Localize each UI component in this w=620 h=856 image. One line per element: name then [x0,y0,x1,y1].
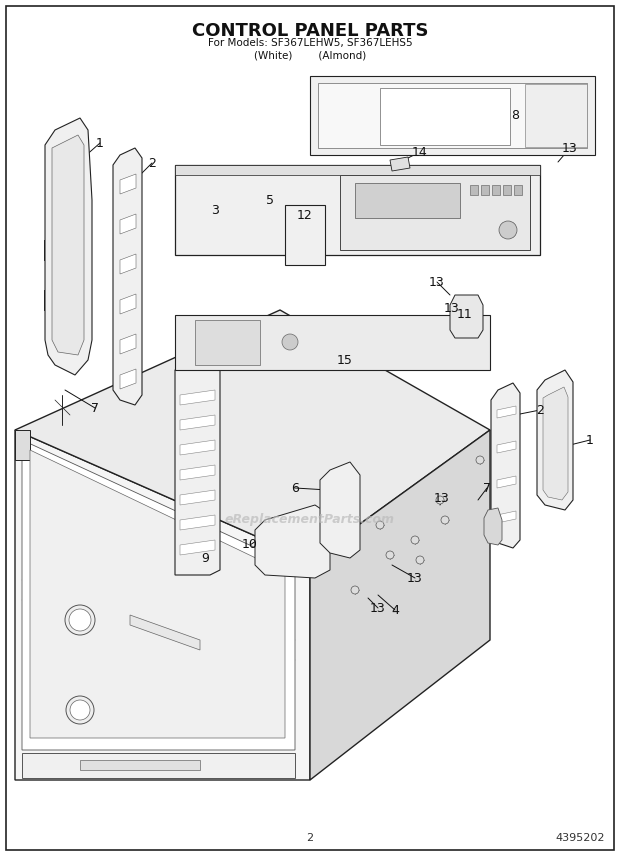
Text: 6: 6 [291,482,299,495]
Polygon shape [120,294,136,314]
Ellipse shape [476,456,484,464]
Polygon shape [45,118,92,375]
Text: 2: 2 [148,157,156,169]
Polygon shape [340,175,530,250]
Polygon shape [22,753,295,778]
Polygon shape [180,540,215,555]
Text: 13: 13 [444,301,460,314]
Text: 4: 4 [391,603,399,616]
Text: 13: 13 [434,491,450,504]
Text: 11: 11 [457,308,473,322]
Polygon shape [514,185,522,195]
Polygon shape [503,185,511,195]
Polygon shape [120,214,136,234]
Polygon shape [484,508,502,545]
Polygon shape [30,450,285,738]
Polygon shape [180,515,215,530]
Polygon shape [543,387,568,500]
Polygon shape [481,185,489,195]
Polygon shape [380,88,510,145]
Polygon shape [492,185,500,195]
Text: 14: 14 [412,146,428,158]
Text: 13: 13 [562,141,578,154]
Polygon shape [180,390,215,405]
Text: 10: 10 [242,538,258,551]
Polygon shape [525,84,587,147]
Polygon shape [537,370,573,510]
Polygon shape [175,315,490,370]
Polygon shape [130,615,200,650]
Polygon shape [497,406,516,418]
Ellipse shape [441,516,449,524]
Text: 2: 2 [306,833,314,843]
Polygon shape [15,310,490,560]
Polygon shape [497,476,516,488]
Polygon shape [310,76,595,155]
Polygon shape [355,183,460,218]
Polygon shape [318,83,587,148]
Polygon shape [180,415,215,430]
Text: 7: 7 [91,401,99,414]
Polygon shape [15,430,310,780]
Ellipse shape [411,536,419,544]
Text: 3: 3 [211,204,219,217]
Polygon shape [15,430,30,460]
Polygon shape [80,760,200,770]
Ellipse shape [70,700,90,720]
Text: 8: 8 [511,109,519,122]
Text: 4395202: 4395202 [556,833,604,843]
Polygon shape [175,352,220,575]
Polygon shape [180,465,215,480]
Text: 12: 12 [297,209,313,222]
Polygon shape [52,135,84,355]
Text: 5: 5 [266,193,274,206]
Polygon shape [175,165,540,175]
Text: (White)        (Almond): (White) (Almond) [254,50,366,60]
Ellipse shape [386,551,394,559]
Polygon shape [120,254,136,274]
Polygon shape [491,383,520,548]
Ellipse shape [436,496,444,504]
Text: For Models: SF367LEHW5, SF367LEHS5: For Models: SF367LEHW5, SF367LEHS5 [208,38,412,48]
Polygon shape [120,174,136,194]
Polygon shape [180,490,215,505]
Ellipse shape [376,521,384,529]
Polygon shape [497,511,516,523]
Ellipse shape [416,556,424,564]
Text: 7: 7 [483,482,491,495]
Polygon shape [120,334,136,354]
Polygon shape [175,165,540,255]
Polygon shape [180,440,215,455]
Polygon shape [120,369,136,389]
Ellipse shape [65,605,95,635]
Text: 13: 13 [429,276,445,288]
Polygon shape [320,462,360,558]
Polygon shape [310,430,490,780]
Ellipse shape [69,609,91,631]
Polygon shape [255,505,330,578]
Polygon shape [113,148,142,405]
Ellipse shape [282,334,298,350]
Polygon shape [22,440,295,750]
Polygon shape [285,205,325,265]
Text: 1: 1 [96,136,104,150]
Text: 15: 15 [337,354,353,366]
Polygon shape [497,441,516,453]
Ellipse shape [351,586,359,594]
Polygon shape [195,320,260,365]
Polygon shape [390,157,410,171]
Ellipse shape [499,221,517,239]
Text: 13: 13 [407,572,423,585]
Text: 1: 1 [586,433,594,447]
Polygon shape [470,185,478,195]
Text: 13: 13 [370,602,386,615]
Text: 2: 2 [536,403,544,417]
Text: 9: 9 [201,551,209,564]
Polygon shape [450,295,483,338]
Text: CONTROL PANEL PARTS: CONTROL PANEL PARTS [192,22,428,40]
Ellipse shape [66,696,94,724]
Text: eReplacementParts.com: eReplacementParts.com [225,514,395,526]
